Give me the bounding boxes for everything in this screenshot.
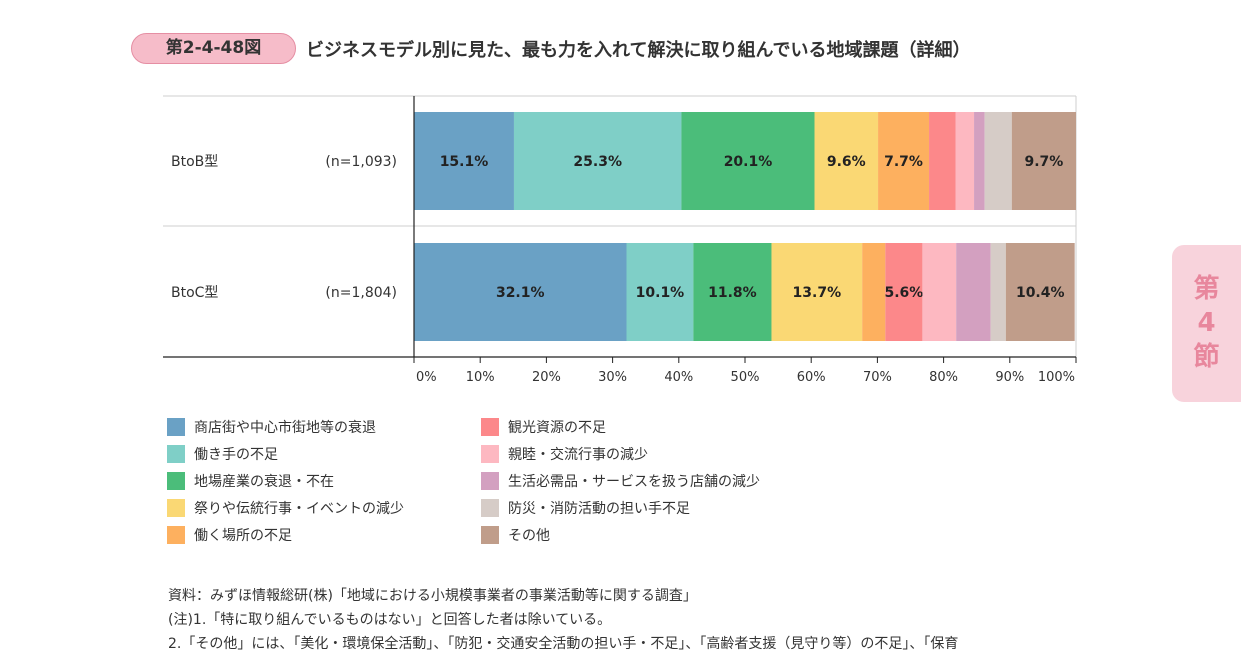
legend-label: 観光資源の不足 [508,419,606,436]
legend-swatch [481,471,499,490]
legend-swatch [167,499,185,518]
data-label: 11.8% [708,285,757,301]
bar-segment [681,112,815,210]
bar-segment [974,112,985,210]
data-label: 15.1% [440,154,489,170]
bar-segment [878,112,930,210]
chapter-tab-char: 第 [1193,274,1220,304]
legend-swatch [481,499,499,518]
chapter-tab-char: 4 [1197,308,1216,338]
category-label: BtoC型 [171,285,218,301]
legend-label: 生活必需品・サービスを扱う店舗の減少 [508,473,760,490]
legend-swatch [481,417,499,436]
legend-item: 祭りや伝統行事・イベントの減少 [167,495,404,522]
chapter-tab[interactable]: 第 4 節 [1172,245,1241,402]
x-tick-label: 60% [797,370,826,385]
legend-item: 生活必需品・サービスを扱う店舗の減少 [481,467,760,494]
legend-item: 観光資源の不足 [481,413,760,440]
x-tick-label: 90% [995,370,1024,385]
category-label: BtoB型 [171,154,218,170]
bar-segment [771,243,863,341]
x-tick-label: 80% [929,370,958,385]
x-tick-label: 10% [466,370,495,385]
bar-segment [1005,243,1075,341]
bar-segment [414,243,627,341]
bar-segment [626,243,694,341]
category-n-label: (n=1,093) [325,154,397,170]
legend-label: 働き手の不足 [194,446,278,463]
legend-label: 働く場所の不足 [194,528,292,545]
legend-item: 商店街や中心市街地等の衰退 [167,413,404,440]
legend-item: その他 [481,522,760,549]
bar-segment [1011,112,1076,210]
legend-label: その他 [508,528,550,545]
data-label: 32.1% [496,285,545,301]
legend-label: 親睦・交流行事の減少 [508,446,648,463]
bar-segment [956,243,991,341]
data-label: 13.7% [793,285,842,301]
legend-left-column: 商店街や中心市街地等の衰退 働き手の不足地場産業の衰退・不在祭りや伝統行事・イベン… [167,413,404,549]
legend-swatch [481,526,499,545]
figure-number-badge: 第2-4-48図 [131,33,296,64]
legend-item: 地場産業の衰退・不在 [167,467,404,494]
x-tick-label: 20% [532,370,561,385]
legend-swatch [167,471,185,490]
bar-segment [990,243,1006,341]
x-tick-label: 100% [1038,370,1075,385]
data-label: 9.7% [1024,154,1063,170]
legend-swatch [167,417,185,436]
bar-segment [862,243,886,341]
chapter-tab-char: 節 [1193,342,1220,372]
x-tick-label: 40% [664,370,693,385]
bar-segment [513,112,682,210]
data-label: 10.1% [636,285,685,301]
note-1: (注)1.「特に取り組んでいるものはない」と回答した者は除いている。 [168,612,612,628]
legend-label: 地場産業の衰退・不在 [194,473,334,490]
legend-item: 防災・消防活動の担い手不足 [481,495,760,522]
bar-segment [929,112,956,210]
data-label: 9.6% [827,154,866,170]
stacked-bar-chart: BtoB型 (n=1,093) 15.1% 25.3% 20.1% 9.6% 7.7% 9.7… [163,95,1077,385]
data-label: 7.7% [884,154,923,170]
figure-title: ビジネスモデル別に見た、最も力を入れて解決に取り組んでいる地域課題（詳細） [306,40,971,61]
data-label: 5.6% [884,285,923,301]
note-2: 2.「その他」には、「美化・環境保全活動」、「防犯・交通安全活動の担い手・不足」… [168,636,959,652]
x-tick-label: 30% [598,370,627,385]
bar-segment [414,112,514,210]
category-n-label: (n=1,804) [325,285,397,301]
legend-label: 商店街や中心市街地等の衰退 [194,419,376,436]
bar-segment [814,112,879,210]
legend-label: 防災・消防活動の担い手不足 [508,501,690,518]
legend-right-column: 観光資源の不足親睦・交流行事の減少生活必需品・サービスを扱う店舗の減少 防災・消防… [481,413,760,549]
x-tick-label: 50% [731,370,760,385]
legend-item: 働く場所の不足 [167,522,404,549]
legend-label: 祭りや伝統行事・イベントの減少 [194,501,404,518]
data-label: 20.1% [724,154,773,170]
legend-swatch [481,444,499,463]
data-label: 25.3% [573,154,622,170]
legend-swatch [167,526,185,545]
legend-item: 親睦・交流行事の減少 [481,440,760,467]
bar-segment [693,243,772,341]
bar-segment [955,112,975,210]
legend-item: 働き手の不足 [167,440,404,467]
bar-segment [922,243,957,341]
bar-segment [885,243,923,341]
x-tick-label: 0% [416,370,437,385]
bar-segment [984,112,1012,210]
x-tick-label: 70% [863,370,892,385]
data-label: 10.4% [1016,285,1065,301]
legend-swatch [167,444,185,463]
source-notes: 資料：みずほ情報総研(株)「地域における小規模事業者の事業活動等に関する調査」 … [168,584,958,656]
note-source: 資料：みずほ情報総研(株)「地域における小規模事業者の事業活動等に関する調査」 [168,588,697,604]
